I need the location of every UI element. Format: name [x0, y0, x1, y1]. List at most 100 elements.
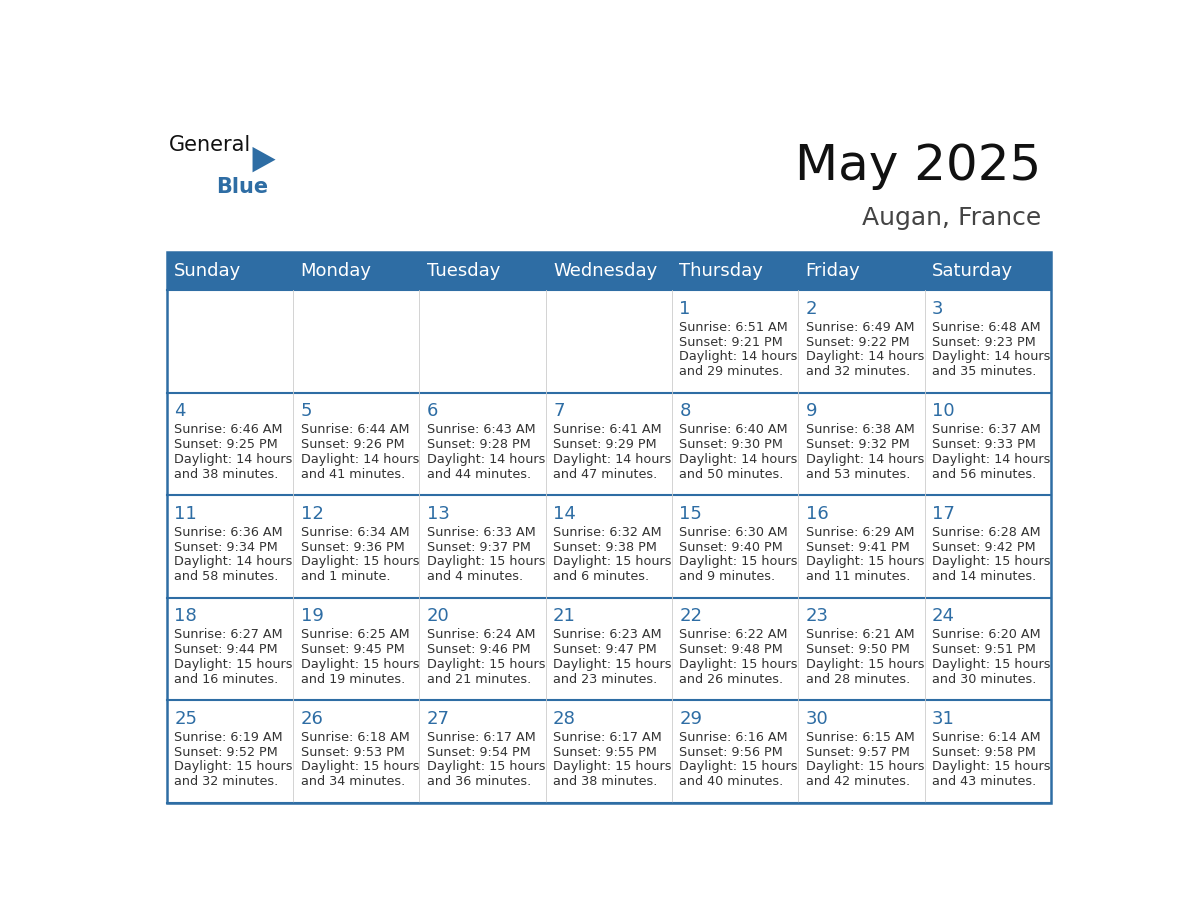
Text: and 58 minutes.: and 58 minutes.	[175, 570, 279, 583]
Text: Daylight: 15 hours: Daylight: 15 hours	[426, 658, 545, 671]
Text: and 38 minutes.: and 38 minutes.	[175, 468, 279, 481]
Text: 6: 6	[426, 402, 438, 420]
Text: Augan, France: Augan, France	[862, 206, 1042, 230]
Text: 16: 16	[805, 505, 828, 522]
Text: Daylight: 15 hours: Daylight: 15 hours	[554, 658, 671, 671]
Text: Daylight: 14 hours: Daylight: 14 hours	[680, 453, 797, 466]
Text: and 30 minutes.: and 30 minutes.	[931, 673, 1036, 686]
Text: Sunrise: 6:32 AM: Sunrise: 6:32 AM	[554, 526, 662, 539]
Text: Sunset: 9:52 PM: Sunset: 9:52 PM	[175, 745, 278, 758]
Text: Sunrise: 6:46 AM: Sunrise: 6:46 AM	[175, 423, 283, 436]
Text: Sunset: 9:21 PM: Sunset: 9:21 PM	[680, 336, 783, 349]
Text: and 44 minutes.: and 44 minutes.	[426, 468, 531, 481]
Text: Daylight: 15 hours: Daylight: 15 hours	[554, 760, 671, 774]
Text: 9: 9	[805, 402, 817, 420]
Text: 25: 25	[175, 710, 197, 728]
Text: and 6 minutes.: and 6 minutes.	[554, 570, 649, 583]
Text: Sunset: 9:26 PM: Sunset: 9:26 PM	[301, 438, 404, 451]
Text: and 29 minutes.: and 29 minutes.	[680, 365, 783, 378]
Text: and 47 minutes.: and 47 minutes.	[554, 468, 657, 481]
Text: Sunrise: 6:40 AM: Sunrise: 6:40 AM	[680, 423, 788, 436]
Text: and 34 minutes.: and 34 minutes.	[301, 776, 405, 789]
Text: Sunset: 9:53 PM: Sunset: 9:53 PM	[301, 745, 404, 758]
Text: 3: 3	[931, 299, 943, 318]
Text: 13: 13	[426, 505, 450, 522]
Text: and 26 minutes.: and 26 minutes.	[680, 673, 783, 686]
Text: Sunrise: 6:41 AM: Sunrise: 6:41 AM	[554, 423, 662, 436]
Text: 8: 8	[680, 402, 690, 420]
Text: Daylight: 15 hours: Daylight: 15 hours	[680, 658, 798, 671]
Text: Daylight: 15 hours: Daylight: 15 hours	[931, 555, 1050, 568]
Text: Daylight: 15 hours: Daylight: 15 hours	[426, 760, 545, 774]
Text: Daylight: 15 hours: Daylight: 15 hours	[805, 658, 924, 671]
Text: and 32 minutes.: and 32 minutes.	[805, 365, 910, 378]
Text: and 43 minutes.: and 43 minutes.	[931, 776, 1036, 789]
Text: and 23 minutes.: and 23 minutes.	[554, 673, 657, 686]
Text: Daylight: 15 hours: Daylight: 15 hours	[805, 555, 924, 568]
Text: Sunrise: 6:33 AM: Sunrise: 6:33 AM	[426, 526, 536, 539]
Polygon shape	[253, 147, 276, 173]
Text: Daylight: 14 hours: Daylight: 14 hours	[805, 351, 924, 364]
Text: Daylight: 14 hours: Daylight: 14 hours	[175, 453, 292, 466]
Bar	[166, 496, 1051, 598]
Text: Sunset: 9:37 PM: Sunset: 9:37 PM	[426, 541, 531, 554]
Bar	[166, 252, 1051, 803]
Text: Sunset: 9:50 PM: Sunset: 9:50 PM	[805, 644, 910, 656]
Text: Sunrise: 6:44 AM: Sunrise: 6:44 AM	[301, 423, 409, 436]
Text: 11: 11	[175, 505, 197, 522]
Bar	[166, 598, 1051, 700]
Text: and 35 minutes.: and 35 minutes.	[931, 365, 1036, 378]
Text: Sunrise: 6:21 AM: Sunrise: 6:21 AM	[805, 628, 915, 642]
Text: Sunrise: 6:24 AM: Sunrise: 6:24 AM	[426, 628, 536, 642]
Text: Daylight: 14 hours: Daylight: 14 hours	[931, 351, 1050, 364]
Text: 26: 26	[301, 710, 323, 728]
Text: Sunset: 9:44 PM: Sunset: 9:44 PM	[175, 644, 278, 656]
Text: Wednesday: Wednesday	[554, 262, 657, 280]
Text: 10: 10	[931, 402, 954, 420]
Text: Daylight: 15 hours: Daylight: 15 hours	[301, 555, 419, 568]
Text: Sunset: 9:34 PM: Sunset: 9:34 PM	[175, 541, 278, 554]
Text: Daylight: 15 hours: Daylight: 15 hours	[175, 760, 292, 774]
Text: 30: 30	[805, 710, 828, 728]
Text: 12: 12	[301, 505, 323, 522]
Text: Daylight: 14 hours: Daylight: 14 hours	[175, 555, 292, 568]
Text: and 56 minutes.: and 56 minutes.	[931, 468, 1036, 481]
Text: and 40 minutes.: and 40 minutes.	[680, 776, 784, 789]
Text: Daylight: 14 hours: Daylight: 14 hours	[680, 351, 797, 364]
Text: Sunrise: 6:17 AM: Sunrise: 6:17 AM	[426, 731, 536, 744]
Text: 7: 7	[554, 402, 564, 420]
Text: Sunset: 9:41 PM: Sunset: 9:41 PM	[805, 541, 909, 554]
Text: Daylight: 15 hours: Daylight: 15 hours	[680, 555, 798, 568]
Text: Sunset: 9:55 PM: Sunset: 9:55 PM	[554, 745, 657, 758]
Text: Sunrise: 6:34 AM: Sunrise: 6:34 AM	[301, 526, 409, 539]
Text: and 11 minutes.: and 11 minutes.	[805, 570, 910, 583]
Text: Sunrise: 6:20 AM: Sunrise: 6:20 AM	[931, 628, 1041, 642]
Text: Daylight: 15 hours: Daylight: 15 hours	[805, 760, 924, 774]
Text: 22: 22	[680, 607, 702, 625]
Text: 20: 20	[426, 607, 449, 625]
Text: Sunset: 9:48 PM: Sunset: 9:48 PM	[680, 644, 783, 656]
Text: 31: 31	[931, 710, 955, 728]
Text: 1: 1	[680, 299, 690, 318]
Text: Saturday: Saturday	[931, 262, 1013, 280]
Text: and 32 minutes.: and 32 minutes.	[175, 776, 278, 789]
Text: and 38 minutes.: and 38 minutes.	[554, 776, 657, 789]
Text: Sunset: 9:56 PM: Sunset: 9:56 PM	[680, 745, 783, 758]
Text: 28: 28	[554, 710, 576, 728]
Text: and 4 minutes.: and 4 minutes.	[426, 570, 523, 583]
Text: Sunset: 9:28 PM: Sunset: 9:28 PM	[426, 438, 531, 451]
Text: 23: 23	[805, 607, 828, 625]
Text: Daylight: 15 hours: Daylight: 15 hours	[931, 658, 1050, 671]
Text: Sunrise: 6:19 AM: Sunrise: 6:19 AM	[175, 731, 283, 744]
Text: Sunrise: 6:16 AM: Sunrise: 6:16 AM	[680, 731, 788, 744]
Text: Daylight: 15 hours: Daylight: 15 hours	[680, 760, 798, 774]
Text: and 1 minute.: and 1 minute.	[301, 570, 390, 583]
Text: Sunset: 9:30 PM: Sunset: 9:30 PM	[680, 438, 783, 451]
Text: Daylight: 15 hours: Daylight: 15 hours	[301, 760, 419, 774]
Text: 24: 24	[931, 607, 955, 625]
Text: 2: 2	[805, 299, 817, 318]
Text: and 14 minutes.: and 14 minutes.	[931, 570, 1036, 583]
Text: Sunrise: 6:36 AM: Sunrise: 6:36 AM	[175, 526, 283, 539]
Text: Sunset: 9:22 PM: Sunset: 9:22 PM	[805, 336, 909, 349]
Text: 19: 19	[301, 607, 323, 625]
